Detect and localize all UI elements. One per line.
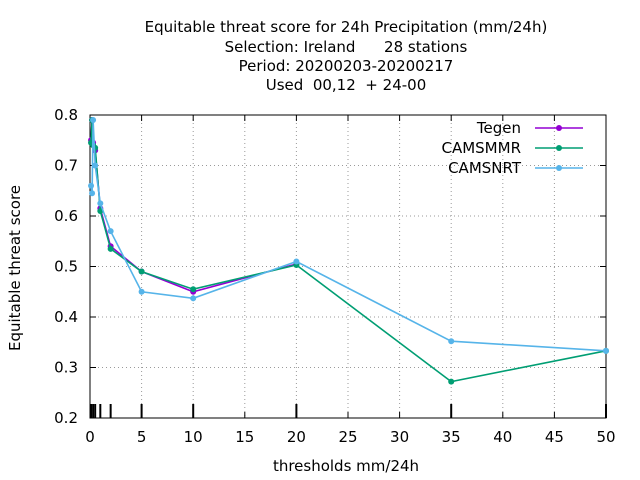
data-point (138, 268, 145, 275)
data-point (90, 117, 97, 124)
plot-frame (89, 114, 607, 419)
series-camsnrt (88, 117, 609, 354)
x-tick-label: 35 (442, 428, 461, 446)
title-line: Equitable threat score for 24h Precipita… (145, 18, 548, 36)
x-tick-label: 5 (137, 428, 147, 446)
data-point (107, 228, 114, 235)
data-point (293, 258, 300, 265)
data-point (190, 286, 197, 293)
data-point (88, 182, 95, 189)
title-line: Period: 20200203-20200217 (239, 57, 454, 75)
title-line: Selection: Ireland 28 stations (225, 38, 468, 56)
legend-swatch-point (556, 125, 562, 131)
legend-swatch-point (556, 145, 562, 151)
y-tick-label: 0.4 (54, 308, 78, 326)
y-tick-label: 0.5 (54, 258, 78, 276)
y-tick-label: 0.6 (54, 207, 78, 225)
y-tick-label: 0.2 (54, 409, 78, 427)
data-point (138, 288, 145, 295)
series-camsmmr (88, 117, 609, 385)
x-axis-label: thresholds mm/24h (273, 457, 419, 475)
data-point (97, 200, 104, 207)
y-tick-label: 0.8 (54, 106, 78, 124)
data-point (603, 347, 609, 354)
data-point (89, 190, 96, 197)
x-tick-label: 30 (390, 428, 409, 446)
x-tick-label: 20 (287, 428, 306, 446)
data-point (107, 245, 114, 252)
data-point (448, 338, 455, 345)
data-point (190, 295, 197, 302)
chart-title: Equitable threat score for 24h Precipita… (145, 18, 548, 94)
series-tegen (88, 117, 300, 295)
x-tick-label: 45 (545, 428, 564, 446)
y-tick-label: 0.7 (54, 157, 78, 175)
grid (90, 115, 606, 418)
series (88, 117, 609, 385)
x-tick-label: 25 (338, 428, 357, 446)
legend-label: Tegen (476, 119, 521, 137)
threshold-marks (90, 404, 607, 418)
y-axis-label: Equitable threat score (6, 185, 24, 351)
x-tick-label: 40 (493, 428, 512, 446)
axis-ticks: 0 5 10 15 20 25 30 35 40 45 50 0.2 0.3 0.4 0.5 0.6 0.7 0.… (54, 106, 615, 446)
x-tick-label: 0 (85, 428, 95, 446)
data-point (448, 378, 455, 385)
x-tick-label: 15 (235, 428, 254, 446)
series-line (90, 120, 297, 293)
title-line: Used 00,12 + 24-00 (266, 76, 426, 94)
x-tick-label: 50 (596, 428, 615, 446)
legend-swatch-point (556, 165, 562, 171)
x-tick-label: 10 (184, 428, 203, 446)
legend-label: CAMSNRT (448, 159, 522, 177)
legend-label: CAMSMMR (441, 139, 521, 157)
y-tick-label: 0.3 (54, 359, 78, 377)
data-point (92, 162, 99, 169)
legend: Tegen CAMSMMR CAMSNRT (441, 119, 583, 177)
